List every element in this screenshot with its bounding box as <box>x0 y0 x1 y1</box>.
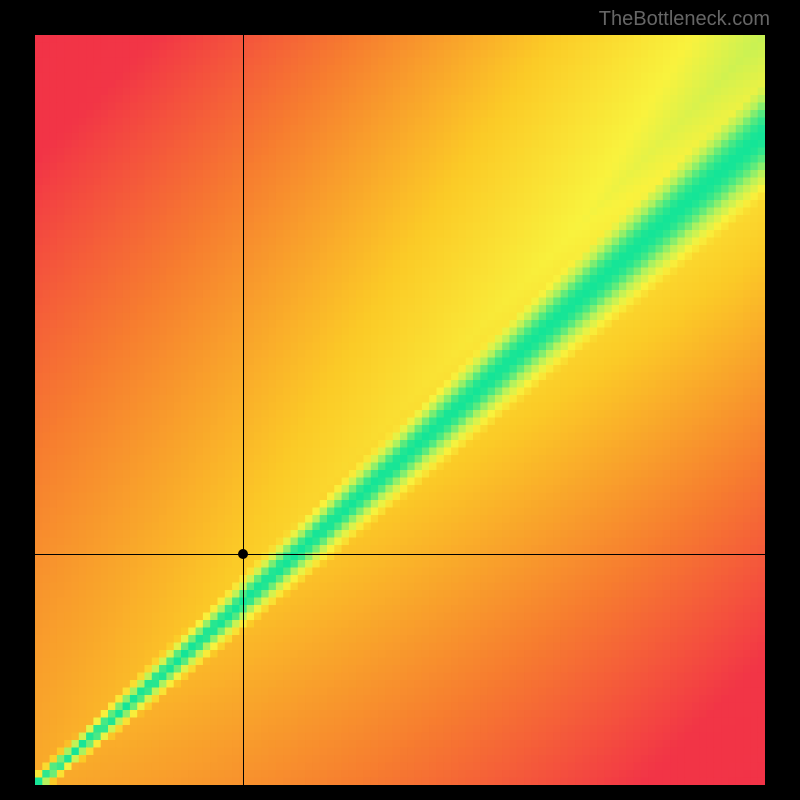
heatmap-canvas <box>35 35 765 785</box>
crosshair-horizontal <box>35 554 765 555</box>
marker-dot <box>238 549 248 559</box>
crosshair-vertical <box>243 35 244 785</box>
root: TheBottleneck.com <box>0 0 800 800</box>
heatmap-plot <box>35 35 765 785</box>
watermark-text: TheBottleneck.com <box>599 8 770 31</box>
